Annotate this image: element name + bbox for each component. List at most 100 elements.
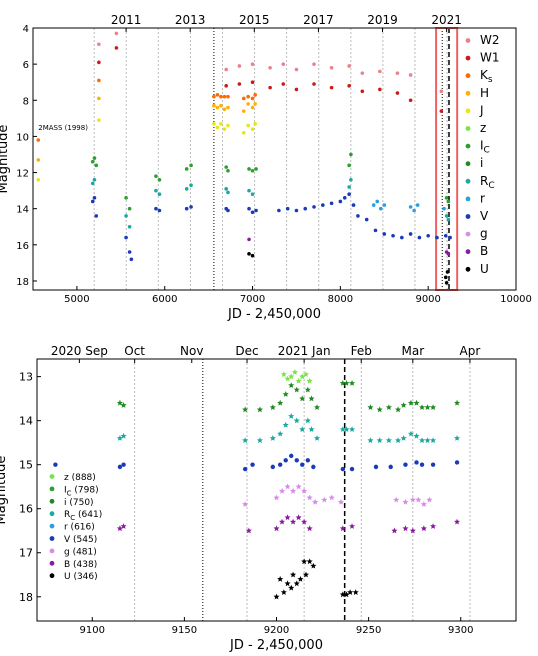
- data-point: [222, 94, 227, 99]
- legend-item-V: V (545): [49, 535, 97, 545]
- data-point: [339, 525, 346, 532]
- data-point: [281, 62, 286, 66]
- data-point: [308, 426, 315, 432]
- top-axis-label: Apr: [460, 344, 481, 358]
- data-point: [36, 158, 41, 162]
- data-point: [290, 571, 297, 578]
- x-tick-label: 6000: [152, 294, 177, 305]
- data-point: [277, 576, 284, 582]
- data-point: [226, 168, 230, 173]
- y-tick-label: 15: [19, 459, 33, 472]
- legend-marker: [465, 231, 471, 237]
- data-point: [408, 232, 413, 236]
- legend-label: r (616): [64, 523, 95, 533]
- y-tick-label: 8: [23, 96, 29, 107]
- data-point: [288, 373, 295, 380]
- data-point: [283, 458, 288, 463]
- data-point: [415, 496, 422, 503]
- data-point: [90, 199, 95, 204]
- data-point: [157, 208, 162, 213]
- data-point: [329, 65, 334, 70]
- data-point: [415, 203, 420, 207]
- data-point: [121, 462, 126, 467]
- legend-marker: [465, 55, 471, 61]
- series-r: [371, 199, 446, 213]
- top-axis-label: Nov: [180, 344, 203, 358]
- data-point: [420, 501, 427, 507]
- data-point: [419, 462, 425, 467]
- data-point: [184, 167, 189, 171]
- data-point: [189, 205, 193, 209]
- data-point: [250, 96, 255, 101]
- data-point: [371, 203, 376, 207]
- x-tick-label: 5000: [64, 294, 89, 305]
- legend-label: B: [480, 244, 488, 258]
- data-point: [36, 177, 41, 182]
- data-point: [284, 514, 291, 521]
- x-tick-label: 9250: [356, 625, 381, 636]
- data-point: [454, 435, 461, 441]
- data-point: [277, 430, 284, 437]
- data-point: [408, 98, 413, 103]
- data-point: [373, 464, 379, 470]
- data-point: [268, 65, 272, 70]
- data-point: [454, 399, 461, 406]
- data-point: [360, 89, 365, 94]
- data-point: [97, 42, 101, 47]
- data-point: [154, 188, 158, 193]
- data-point: [90, 159, 95, 164]
- legend-item-B: B: [465, 244, 488, 258]
- legend-label: W2: [480, 33, 500, 47]
- legend-item-Ic: IC (798): [49, 485, 99, 497]
- data-point: [347, 185, 351, 189]
- data-point: [312, 205, 316, 209]
- top-axis-label: 2021 Jan: [278, 344, 331, 358]
- data-point: [254, 167, 258, 171]
- legend-item-g: g: [465, 227, 488, 241]
- data-point: [250, 253, 255, 258]
- legend-label: IC: [480, 139, 490, 156]
- data-point: [92, 177, 97, 182]
- data-point: [226, 105, 230, 110]
- data-point: [256, 406, 263, 413]
- data-point: [443, 233, 448, 238]
- data-point: [226, 208, 230, 213]
- legend-item-H: H: [465, 86, 489, 100]
- data-point: [367, 404, 374, 410]
- data-point: [385, 404, 392, 410]
- data-point: [339, 426, 346, 432]
- legend-label: V: [480, 209, 489, 223]
- legend-item-i: i: [465, 156, 483, 170]
- data-point: [189, 163, 193, 168]
- data-point: [310, 562, 317, 569]
- data-point: [154, 174, 158, 178]
- data-point: [299, 395, 306, 402]
- legend-marker: [49, 523, 55, 529]
- data-point: [446, 252, 451, 256]
- top-axis-label: 2017: [303, 13, 334, 27]
- data-point: [302, 571, 309, 578]
- series-g: [242, 483, 433, 507]
- data-point: [304, 417, 311, 424]
- series-z: [280, 369, 313, 384]
- data-point: [430, 523, 437, 529]
- data-point: [349, 466, 355, 472]
- data-point: [285, 206, 290, 211]
- data-point: [53, 462, 58, 467]
- data-point: [343, 380, 350, 386]
- legend-label: g: [480, 227, 488, 241]
- data-point: [290, 487, 297, 494]
- y-tick-label: 13: [19, 371, 33, 384]
- x-tick-label: 9000: [415, 294, 440, 305]
- series-B: [247, 237, 451, 256]
- data-point: [382, 203, 387, 207]
- legend-item-U: U (346): [49, 572, 98, 582]
- data-point: [293, 417, 300, 424]
- plot-frame: [36, 358, 517, 622]
- data-point: [253, 93, 257, 97]
- data-point: [349, 380, 356, 386]
- data-point: [282, 391, 289, 397]
- data-point: [250, 105, 255, 110]
- data-point: [304, 386, 311, 393]
- data-point: [306, 525, 313, 532]
